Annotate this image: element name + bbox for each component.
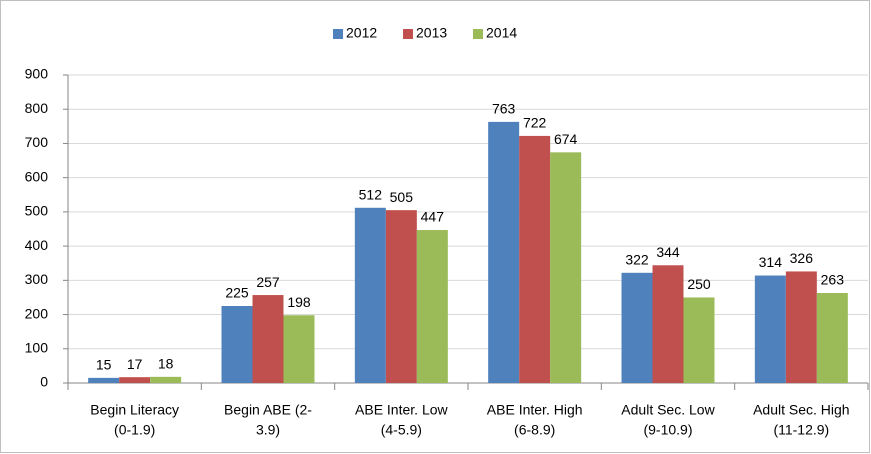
bar xyxy=(550,152,582,383)
y-tick-label: 800 xyxy=(25,100,49,116)
y-tick-label: 900 xyxy=(25,66,49,82)
data-label: 15 xyxy=(96,357,112,373)
x-tick-label: ABE Inter. Low xyxy=(355,402,448,418)
bar xyxy=(150,376,182,383)
bar xyxy=(252,295,284,383)
bar xyxy=(621,272,653,383)
y-tick-label: 0 xyxy=(40,374,48,390)
data-label: 512 xyxy=(359,186,383,202)
y-tick-label: 600 xyxy=(25,168,49,184)
data-label: 198 xyxy=(287,294,311,310)
bar xyxy=(119,377,151,383)
data-label: 722 xyxy=(523,115,547,131)
bar xyxy=(88,377,120,383)
legend-label: 2014 xyxy=(486,25,517,41)
bar xyxy=(488,121,520,383)
x-tick-label: Begin Literacy xyxy=(90,402,179,418)
data-label: 763 xyxy=(492,101,516,117)
y-tick-label: 700 xyxy=(25,134,49,150)
x-tick-label: Begin ABE (2- xyxy=(224,402,312,418)
bar xyxy=(683,297,715,383)
data-label: 326 xyxy=(790,250,814,266)
y-tick-label: 300 xyxy=(25,271,49,287)
data-label: 17 xyxy=(127,356,143,372)
y-tick-label: 500 xyxy=(25,203,49,219)
x-tick-label: (9-10.9) xyxy=(643,422,692,438)
x-tick-label: 3.9) xyxy=(256,422,280,438)
legend-label: 2012 xyxy=(346,25,377,41)
legend-swatch xyxy=(473,29,483,39)
x-tick-label: Adult Sec. Low xyxy=(621,402,715,418)
legend-label: 2013 xyxy=(416,25,447,41)
data-label: 322 xyxy=(625,252,649,268)
bar xyxy=(354,207,386,383)
bar xyxy=(652,265,684,383)
data-label: 505 xyxy=(390,189,414,205)
x-tick-label: (4-5.9) xyxy=(381,422,422,438)
bar xyxy=(754,275,786,383)
data-label: 674 xyxy=(554,131,578,147)
bar xyxy=(221,306,253,383)
x-tick-label: (11-12.9) xyxy=(773,422,829,438)
y-tick-label: 400 xyxy=(25,237,49,253)
data-label: 447 xyxy=(421,209,445,225)
data-label: 257 xyxy=(256,274,280,290)
x-tick-label: (6-8.9) xyxy=(514,422,555,438)
legend-swatch xyxy=(403,29,413,39)
x-tick-label: Adult Sec. High xyxy=(753,402,850,418)
bar xyxy=(785,271,817,383)
data-label: 250 xyxy=(687,276,711,292)
x-tick-label: ABE Inter. High xyxy=(487,402,583,418)
data-label: 344 xyxy=(656,244,680,260)
data-label: 225 xyxy=(225,285,249,301)
bar xyxy=(416,230,448,383)
data-label: 314 xyxy=(759,254,783,270)
bar xyxy=(519,135,551,383)
y-tick-label: 100 xyxy=(25,339,49,355)
bar xyxy=(816,292,848,383)
data-label: 263 xyxy=(821,272,845,288)
y-tick-label: 200 xyxy=(25,305,49,321)
bar xyxy=(385,210,417,383)
data-label: 18 xyxy=(158,356,174,372)
bar xyxy=(283,315,315,383)
x-tick-label: (0-1.9) xyxy=(114,422,155,438)
legend-swatch xyxy=(333,29,343,39)
